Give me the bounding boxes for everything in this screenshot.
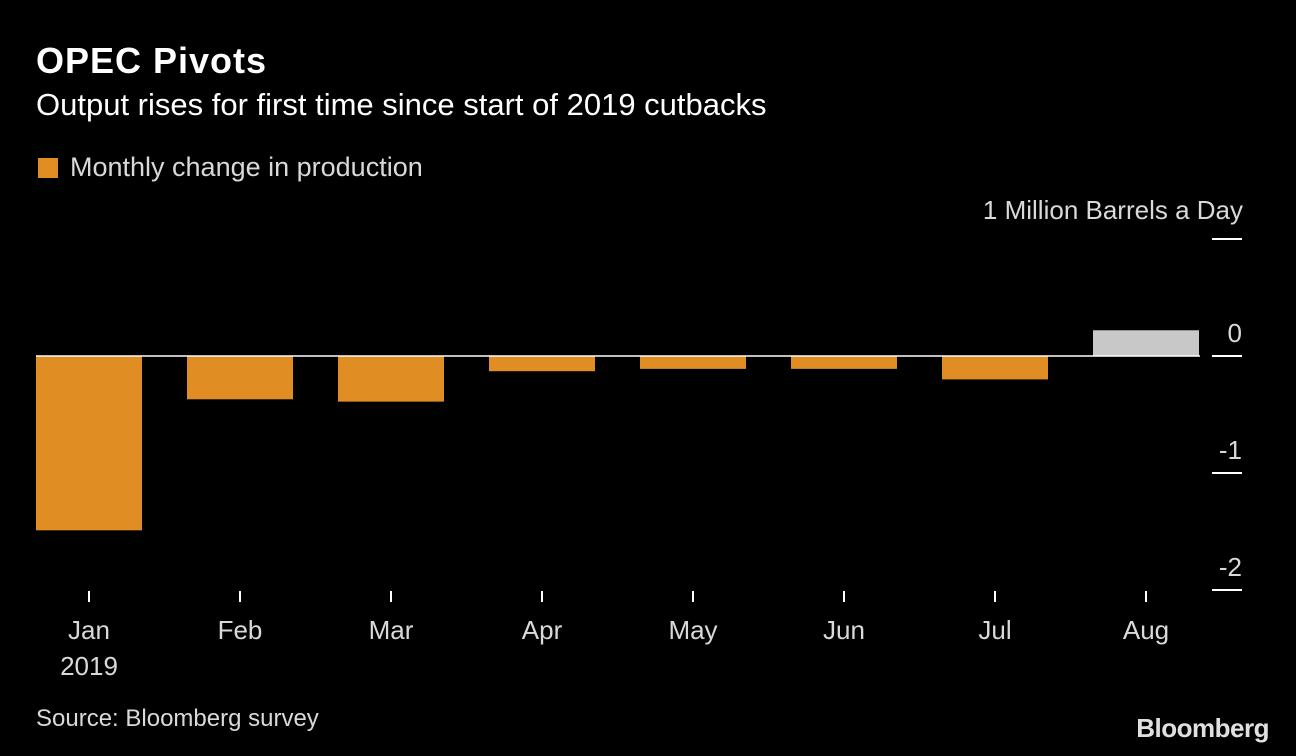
y-tick-label-1: 0	[1228, 318, 1242, 348]
bar-jun	[791, 356, 897, 369]
chart-subtitle: Output rises for first time since start …	[36, 87, 767, 122]
bloomberg-logo: Bloomberg	[1136, 713, 1269, 743]
x-tick-label-jan: Jan	[68, 615, 110, 645]
bar-chart: 0 -1 -2 Jan 2019 Feb Mar Apr May Jun Jul Aug	[36, 238, 1242, 681]
source-note: Source: Bloomberg survey	[36, 705, 319, 732]
legend: Monthly change in production	[38, 152, 423, 183]
x-tick-label-jun: Jun	[823, 615, 865, 645]
bar-may	[640, 356, 746, 369]
x-axis: Jan 2019 Feb Mar Apr May Jun Jul Aug	[60, 591, 1169, 681]
legend-label: Monthly change in production	[70, 152, 423, 182]
x-tick-sublabel-jan: 2019	[60, 651, 118, 681]
bar-feb	[187, 356, 293, 400]
x-tick-label-may: May	[668, 615, 717, 645]
bar-apr	[489, 356, 595, 372]
y-tick-label-3: -2	[1219, 552, 1242, 582]
bar-aug	[1093, 330, 1199, 356]
x-tick-label-jul: Jul	[978, 615, 1011, 645]
x-tick-label-mar: Mar	[369, 615, 414, 645]
x-tick-label-feb: Feb	[218, 615, 263, 645]
bar-jul	[942, 356, 1048, 380]
x-tick-label-apr: Apr	[522, 615, 563, 645]
legend-swatch	[38, 157, 58, 178]
x-tick-label-aug: Aug	[1123, 615, 1169, 645]
bar-jan	[36, 356, 142, 531]
chart-title: OPEC Pivots	[36, 40, 268, 81]
bar-mar	[338, 356, 444, 402]
y-tick-label-2: -1	[1219, 435, 1242, 465]
bars-group	[36, 330, 1199, 531]
y-axis: 0 -1 -2	[1212, 238, 1242, 591]
y-axis-unit-label: 1 Million Barrels a Day	[982, 195, 1243, 225]
